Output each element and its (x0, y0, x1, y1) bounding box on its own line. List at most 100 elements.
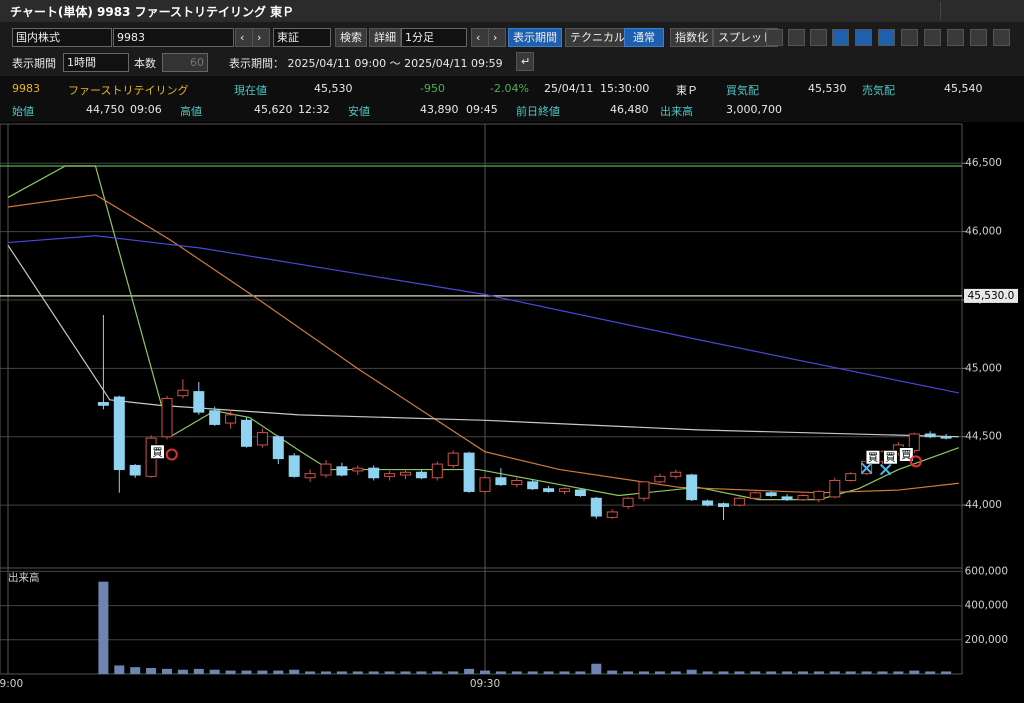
technical-button[interactable]: テクニカル (565, 28, 630, 47)
window-controls[interactable] (940, 2, 1021, 20)
candle-icon[interactable] (924, 29, 941, 46)
window-title: チャート(単体) 9983 ファーストリテイリング 東Ｐ (10, 5, 295, 19)
candle-body (129, 464, 141, 476)
area-icon[interactable] (947, 29, 964, 46)
open-label: 始値 (12, 105, 34, 118)
candle-body (177, 389, 189, 397)
volume: 3,000,700 (726, 103, 782, 116)
y-tick-label: 200,000 (965, 634, 1008, 646)
volume-bar (941, 671, 952, 674)
buy-signal-label: 買 (868, 452, 878, 464)
settings-icon[interactable] (970, 29, 987, 46)
volume-bar (909, 670, 920, 674)
zoom-out-icon[interactable] (810, 29, 827, 46)
range-text: 表示期間： 2025/04/11 09:00 ～ 2025/04/11 09:5… (229, 57, 503, 70)
candle-body (940, 436, 952, 439)
ask-label: 売気配 (862, 84, 895, 97)
open: 44,750 (86, 103, 125, 116)
period-button[interactable]: 表示期間 (508, 28, 562, 47)
volume-bar (321, 671, 331, 674)
info-icon[interactable] (901, 29, 918, 46)
print-icon[interactable] (993, 29, 1010, 46)
candle-body (97, 402, 109, 406)
buy-signal (865, 449, 881, 465)
buy-signal (898, 447, 914, 463)
volume-bar (766, 671, 777, 674)
change-pct: -2.04% (490, 82, 529, 95)
y-tick-label: 44,500 (965, 431, 1002, 443)
volume-bar (925, 671, 936, 674)
draw-icon[interactable] (832, 29, 849, 46)
volume-bar (384, 671, 395, 674)
candle-body (733, 497, 745, 506)
detail-button[interactable]: 詳細 (369, 28, 401, 47)
high-time: 12:32 (298, 103, 330, 116)
volume-bar (146, 668, 157, 674)
volume-bar (893, 671, 904, 674)
candle-body (384, 473, 396, 477)
candle-body (193, 391, 205, 413)
exchange-select[interactable]: 東証 (273, 28, 331, 47)
title-bar: チャート(単体) 9983 ファーストリテイリング 東Ｐ (0, 0, 1024, 22)
interval-select[interactable]: 1分足 (401, 28, 467, 47)
code-input[interactable]: 9983 (113, 28, 234, 47)
candle-body (718, 503, 729, 507)
volume-bar (209, 669, 220, 674)
signal-circle (909, 455, 922, 468)
candle-body (368, 467, 380, 479)
spread-button[interactable]: スプレッド (713, 28, 778, 47)
quote-panel (0, 76, 1024, 122)
y-tick-label: 44,000 (965, 499, 1002, 511)
candle-body (400, 471, 411, 476)
time: 15:30:00 (600, 82, 650, 95)
candle-body (749, 492, 761, 499)
price-label: 現在値 (234, 84, 267, 97)
volume-label: 出来高 (660, 105, 693, 118)
period-select[interactable]: 1時間 (63, 53, 129, 72)
volume-bar (416, 671, 427, 674)
volume-bar (829, 671, 840, 674)
high-label: 高値 (180, 105, 202, 118)
volume-bar (702, 671, 713, 674)
reset-button[interactable]: ↵ (516, 52, 534, 71)
moving-average (7, 244, 959, 438)
volume-bar (845, 671, 856, 674)
candle-body (495, 477, 507, 486)
normal-button[interactable]: 通常 (624, 28, 664, 47)
signal-cross (879, 463, 892, 476)
volume-bar (718, 671, 729, 674)
volume-bar (480, 670, 490, 674)
indexed-button[interactable]: 指数化 (670, 28, 713, 47)
low-label: 安値 (348, 105, 370, 118)
candle-body (463, 452, 475, 492)
candle-body (304, 473, 316, 479)
volume-bar (352, 671, 363, 674)
candle-body (638, 481, 650, 499)
yen-icon[interactable] (878, 29, 895, 46)
zoom-in-icon[interactable] (788, 29, 805, 46)
volume-bar (798, 671, 808, 674)
volume-bar (543, 671, 554, 674)
next-button[interactable]: › (252, 28, 270, 47)
candle-body (543, 488, 555, 492)
candle-body (431, 463, 443, 479)
trend-icon[interactable] (855, 29, 872, 46)
volume-bar (177, 669, 188, 674)
crosshair-icon[interactable] (766, 29, 783, 46)
price-tag-label: 45,530.0 (968, 290, 1015, 302)
next-period[interactable]: › (488, 28, 506, 47)
search-button[interactable]: 検索 (335, 28, 367, 47)
candle-body (272, 436, 284, 460)
candle-body (113, 396, 125, 471)
quote-code: 9983 (12, 82, 40, 95)
market: 東Ｐ (676, 84, 698, 97)
candle-body (765, 492, 777, 497)
market-select[interactable]: 国内株式 (12, 28, 112, 47)
candle-body (670, 471, 682, 477)
volume-bar (400, 671, 411, 674)
quote-name: ファーストリテイリング (68, 84, 189, 97)
candle-body (256, 432, 268, 446)
candle-body (622, 497, 634, 507)
